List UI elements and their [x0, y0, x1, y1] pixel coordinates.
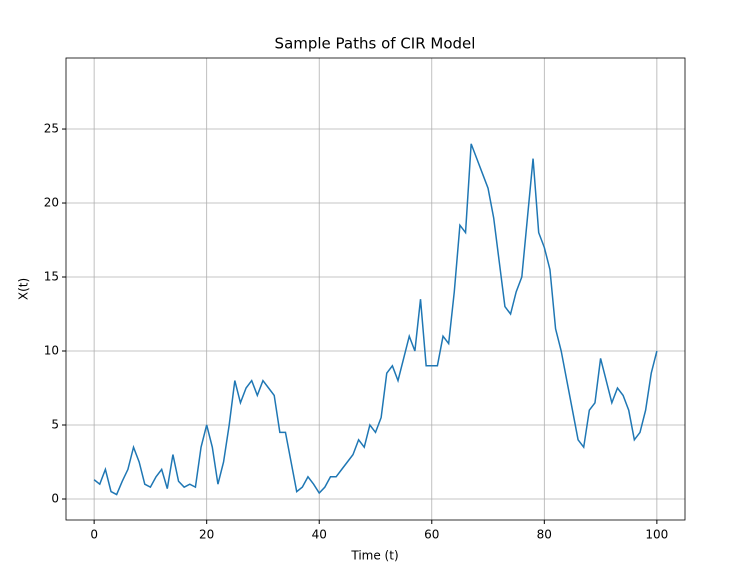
plot-frame — [65, 57, 686, 521]
x-tick-label: 60 — [424, 528, 439, 542]
y-tick-label: 20 — [44, 196, 59, 210]
x-tick-label: 40 — [312, 528, 327, 542]
x-axis-label: Time (t) — [350, 549, 398, 563]
x-tick-label: 80 — [537, 528, 552, 542]
y-tick-label: 25 — [44, 122, 59, 136]
y-axis-label: X(t) — [17, 278, 31, 300]
x-tick-label: 0 — [90, 528, 98, 542]
y-tick-label: 15 — [44, 270, 59, 284]
y-tick-label: 0 — [51, 491, 59, 505]
x-tick-label: 100 — [645, 528, 668, 542]
chart-title: Sample Paths of CIR Model — [275, 35, 476, 53]
x-tick-label: 20 — [199, 528, 214, 542]
data-line — [93, 143, 658, 496]
y-tick-label: 5 — [51, 417, 59, 431]
y-tick-label: 10 — [44, 344, 59, 358]
